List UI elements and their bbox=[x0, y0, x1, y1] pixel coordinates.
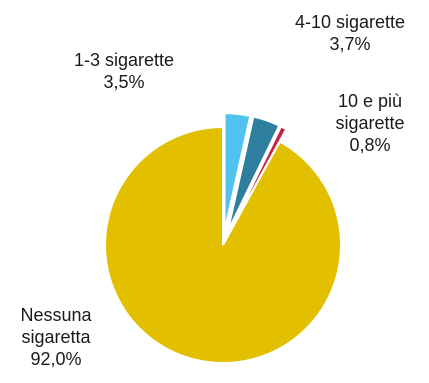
slice-category-label: Nessuna bbox=[20, 305, 92, 325]
slice-category-label: sigarette bbox=[335, 113, 404, 133]
slice-value-label: 3,5% bbox=[103, 72, 144, 92]
slice-value-label: 3,7% bbox=[329, 34, 370, 54]
pie-slice-nessuna-sigaretta bbox=[104, 125, 342, 364]
slice-label-nessuna-sigaretta: Nessuna sigaretta 92,0% bbox=[20, 305, 92, 369]
slice-category-label: sigaretta bbox=[21, 327, 91, 347]
slice-value-label: 92,0% bbox=[30, 349, 81, 369]
slice-label-4-10-sigarette: 4-10 sigarette 3,7% bbox=[295, 12, 405, 54]
pie-slice-4-10-sigarette bbox=[226, 115, 281, 233]
slice-label-10-e-pi-sigarette: 10 e più sigarette 0,8% bbox=[335, 91, 404, 155]
slice-value-label: 0,8% bbox=[349, 135, 390, 155]
slice-category-label: 1-3 sigarette bbox=[74, 50, 174, 70]
pie-slice-1-3-sigarette bbox=[223, 112, 252, 232]
slice-category-label: 10 e più bbox=[338, 91, 402, 111]
slice-label-1-3-sigarette: 1-3 sigarette 3,5% bbox=[74, 50, 174, 92]
slice-category-label: 4-10 sigarette bbox=[295, 12, 405, 32]
